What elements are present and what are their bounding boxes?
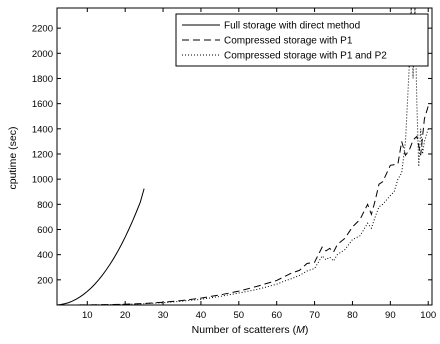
y-tick-label: 2200 bbox=[32, 24, 53, 35]
legend-label-3: Compressed storage with P1 and P2 bbox=[224, 51, 387, 62]
y-tick-label: 1800 bbox=[32, 74, 53, 85]
y-tick-label: 1000 bbox=[32, 175, 53, 186]
y-tick-label: 400 bbox=[37, 250, 53, 261]
y-tick-label: 1600 bbox=[32, 99, 53, 110]
x-tick-label: 100 bbox=[420, 310, 436, 321]
y-axis-label: cputime (sec) bbox=[7, 126, 19, 189]
y-tick-label: 2000 bbox=[32, 49, 53, 60]
x-tick-label: 40 bbox=[196, 310, 207, 321]
y-tick-label: 1200 bbox=[32, 149, 53, 160]
y-tick-label: 200 bbox=[37, 275, 53, 286]
x-tick-label: 70 bbox=[309, 310, 320, 321]
x-tick-label: 50 bbox=[234, 310, 245, 321]
legend-label-1: Full storage with direct method bbox=[224, 21, 360, 32]
x-tick-label: 60 bbox=[271, 310, 282, 321]
y-tick-label: 800 bbox=[37, 200, 53, 211]
x-tick-label: 90 bbox=[385, 310, 396, 321]
y-tick-label: 1400 bbox=[32, 124, 53, 135]
x-tick-label: 30 bbox=[158, 310, 169, 321]
legend-label-2: Compressed storage with P1 bbox=[224, 36, 353, 47]
series-line-2 bbox=[68, 106, 428, 305]
x-axis-label: Number of scatterers (M) bbox=[192, 324, 309, 336]
x-tick-label: 10 bbox=[82, 310, 93, 321]
x-tick-label: 80 bbox=[347, 310, 358, 321]
x-tick-label: 20 bbox=[120, 310, 131, 321]
series-line-1 bbox=[57, 189, 144, 305]
y-tick-label: 600 bbox=[37, 225, 53, 236]
